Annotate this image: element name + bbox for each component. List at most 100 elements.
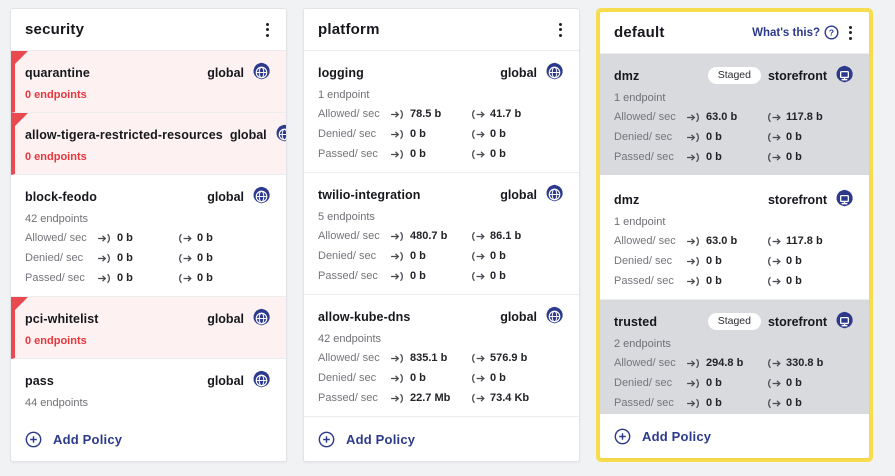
stat-ingress-value: 0 b xyxy=(706,397,722,409)
card-title-row: dmz Staged storefront xyxy=(614,65,855,86)
stat-egress: 0 b xyxy=(766,151,802,163)
stat-label: Denied/ sec xyxy=(318,372,377,384)
stat-ingress: 0 b xyxy=(97,232,177,244)
policy-card-pci-whitelist[interactable]: pci-whitelist global 0 endpoints xyxy=(11,297,286,359)
stat-row: Allowed/ sec 0 b 0 b xyxy=(25,412,272,417)
stat-ingress-value: 0 b xyxy=(410,128,426,140)
ingress-arrow-icon xyxy=(390,373,405,384)
stat-label: Denied/ sec xyxy=(25,252,84,264)
tier-header-actions: What's this?? xyxy=(752,22,855,44)
egress-arrow-icon xyxy=(766,358,781,369)
ingress-arrow-icon xyxy=(390,149,405,160)
policy-card-pass[interactable]: pass global 44 endpoints Allowed/ sec 0 b 0 b… xyxy=(11,359,286,417)
traffic-stats: Allowed/ sec 294.8 b 330.8 b Denied/ sec 0 b… xyxy=(614,353,855,413)
policy-scope-label: storefront xyxy=(767,68,827,83)
stat-label: Allowed/ sec xyxy=(318,352,380,364)
stat-label: Passed/ sec xyxy=(318,270,378,282)
stat-ingress-value: 22.7 Mb xyxy=(410,392,451,404)
stat-ingress: 294.8 b xyxy=(686,357,766,369)
policy-card-trusted[interactable]: trusted Staged storefront 2 endpoints Allowe… xyxy=(600,300,869,414)
stat-ingress: 0 b xyxy=(390,128,470,140)
stat-egress: 0 b xyxy=(766,397,802,409)
stat-row: Allowed/ sec 0 b 0 b xyxy=(25,228,272,248)
stat-egress: 0 b xyxy=(177,252,213,264)
endpoint-count: 42 endpoints xyxy=(25,213,88,225)
ingress-arrow-icon xyxy=(686,256,701,267)
stat-ingress: 0 b xyxy=(686,377,766,389)
stat-egress: 0 b xyxy=(177,272,213,284)
policy-card-dmz[interactable]: dmz storefront 1 endpoint Allowed/ sec 63.0 … xyxy=(600,178,869,300)
policy-name: allow-kube-dns xyxy=(318,309,411,324)
egress-arrow-icon xyxy=(766,398,781,409)
stat-ingress-value: 835.1 b xyxy=(410,352,448,364)
policy-card-allow-kube-dns[interactable]: allow-kube-dns global 42 endpoints Allowed/… xyxy=(304,295,579,417)
stat-egress: 0 b xyxy=(470,128,506,140)
stat-ingress: 0 b xyxy=(97,272,177,284)
add-policy-button[interactable]: Add Policy xyxy=(614,428,711,445)
policy-tier-platform: platform logging global 1 endpoint Allowed/ … xyxy=(303,8,580,462)
card-title-row: pci-whitelist global xyxy=(25,308,272,329)
policy-card-quarantine[interactable]: quarantine global 0 endpoints xyxy=(11,51,286,113)
stat-ingress: 0 b xyxy=(390,148,470,160)
ingress-arrow-icon xyxy=(686,112,701,123)
stat-egress-value: 41.7 b xyxy=(490,108,522,120)
ingress-arrow-icon xyxy=(390,271,405,282)
stat-ingress: 0 b xyxy=(390,270,470,282)
globe-icon xyxy=(251,370,272,391)
stat-label: Allowed/ sec xyxy=(318,108,380,120)
policy-card-list: logging global 1 endpoint Allowed/ sec 78.5 … xyxy=(304,51,579,417)
policy-card-logging[interactable]: logging global 1 endpoint Allowed/ sec 78.5 … xyxy=(304,51,579,173)
policy-card-twilio-integration[interactable]: twilio-integration global 5 endpoints Allow… xyxy=(304,173,579,295)
stat-ingress-value: 78.5 b xyxy=(410,108,442,120)
stat-egress: 0 b xyxy=(470,270,506,282)
stat-row: Allowed/ sec 480.7 b 86.1 b xyxy=(318,226,565,246)
stat-label: Passed/ sec xyxy=(614,275,674,287)
kebab-dot xyxy=(559,33,562,37)
card-title-row: logging global xyxy=(318,62,565,83)
policy-name: twilio-integration xyxy=(318,187,421,202)
column-menu-button[interactable] xyxy=(846,22,855,44)
stat-ingress-value: 0 b xyxy=(706,275,722,287)
kebab-dot xyxy=(266,28,269,31)
column-menu-button[interactable] xyxy=(556,19,565,41)
policy-scope-label: global xyxy=(207,373,244,388)
stat-row: Allowed/ sec 835.1 b 576.9 b xyxy=(318,348,565,368)
ingress-arrow-icon xyxy=(97,233,112,244)
stat-egress: 117.8 b xyxy=(766,235,823,247)
stat-row: Passed/ sec 0 b 0 b xyxy=(25,268,272,288)
stat-row: Denied/ sec 0 b 0 b xyxy=(25,248,272,268)
tier-title: security xyxy=(25,21,85,38)
stat-egress-value: 330.8 b xyxy=(786,357,824,369)
stat-egress-value: 86.1 b xyxy=(490,230,522,242)
stat-egress: 0 b xyxy=(766,275,802,287)
policy-card-block-feodo[interactable]: block-feodo global 42 endpoints Allowed/ se… xyxy=(11,175,286,297)
storefront-icon xyxy=(834,189,855,210)
tier-title: default xyxy=(614,24,665,41)
stat-ingress-value: 294.8 b xyxy=(706,357,744,369)
stat-ingress: 0 b xyxy=(390,372,470,384)
stat-label: Allowed/ sec xyxy=(614,235,676,247)
add-policy-button[interactable]: Add Policy xyxy=(25,431,122,448)
egress-arrow-icon xyxy=(470,129,485,140)
egress-arrow-icon xyxy=(766,152,781,163)
stat-egress: 0 b xyxy=(470,250,506,262)
stat-ingress-value: 0 b xyxy=(706,131,722,143)
policy-card-allow-tigera-restricted-resources[interactable]: allow-tigera-restricted-resources global 0… xyxy=(11,113,286,175)
tier-footer: Add Policy xyxy=(304,417,579,461)
policy-name: trusted xyxy=(614,314,658,329)
whats-this-link[interactable]: What's this?? xyxy=(752,25,839,40)
add-policy-label: Add Policy xyxy=(346,431,416,447)
egress-arrow-icon xyxy=(470,353,485,364)
stat-ingress: 63.0 b xyxy=(686,235,766,247)
add-policy-button[interactable]: Add Policy xyxy=(318,431,415,448)
plus-circle-icon xyxy=(25,431,42,448)
stat-ingress-value: 0 b xyxy=(117,252,133,264)
column-menu-button[interactable] xyxy=(263,19,272,41)
stat-ingress: 0 b xyxy=(97,252,177,264)
endpoint-count: 5 endpoints xyxy=(318,211,375,223)
ingress-arrow-icon xyxy=(686,132,701,143)
policy-card-dmz[interactable]: dmz Staged storefront 1 endpoint Allowed/ se… xyxy=(600,54,869,178)
stat-egress: 0 b xyxy=(766,377,802,389)
stat-row: Denied/ sec 0 b 0 b xyxy=(318,368,565,388)
